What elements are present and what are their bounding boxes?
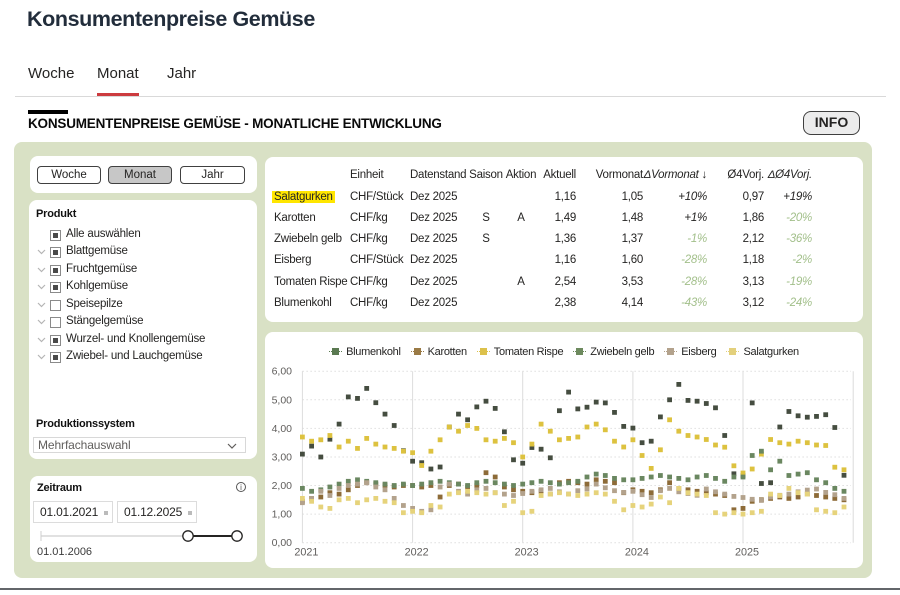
svg-text:2025: 2025	[735, 547, 759, 559]
svg-text:2023: 2023	[515, 547, 539, 559]
svg-text:3,00: 3,00	[272, 452, 293, 464]
svg-text:2021: 2021	[294, 547, 318, 559]
svg-text:0,00: 0,00	[272, 537, 293, 549]
svg-text:6,00: 6,00	[272, 366, 293, 378]
svg-text:5,00: 5,00	[272, 394, 293, 406]
svg-text:4,00: 4,00	[272, 423, 293, 435]
svg-text:1,00: 1,00	[272, 509, 293, 521]
svg-text:2,00: 2,00	[272, 480, 293, 492]
svg-text:2024: 2024	[625, 547, 649, 559]
svg-text:2022: 2022	[405, 547, 429, 559]
